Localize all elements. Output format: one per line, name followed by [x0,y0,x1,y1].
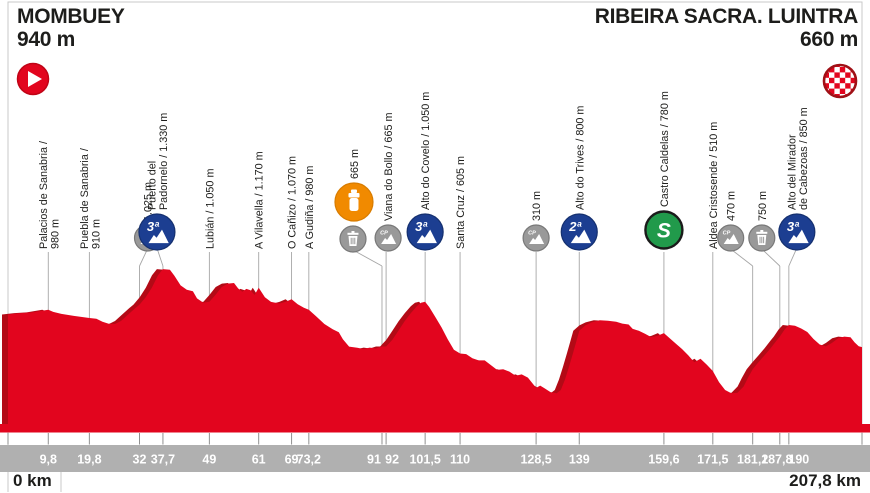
icon-connector-line [156,247,164,267]
km-tick-label: 159,6 [648,453,679,467]
marker-label: Aldea Cristosende / 510 m [708,122,720,249]
plot-frame [7,1,863,472]
km-tick-label: 101,5 [409,453,440,467]
start-altitude: 940 m [17,28,76,51]
profile-area [8,269,862,424]
svg-text:2ª: 2ª [568,219,582,234]
climb-cat3-icon: 3ª [406,213,444,251]
marker-label: Alto do Trives / 800 m [574,106,586,210]
km-tick-label: 61 [252,453,266,467]
finish-icon [822,63,858,99]
km-tick-label: 92 [385,453,399,467]
marker-label: 310 m [531,191,543,221]
pass-cp-icon: CP [374,224,402,252]
marker-label: A Gudiña / 980 m [304,166,316,249]
km-tick-label: 91 [367,453,381,467]
marker-label: Santa Cruz / 605 m [455,156,467,249]
ruler-gray-band [0,445,870,472]
svg-text:S: S [657,220,671,243]
icon-connector-line [730,248,753,267]
km-tick-label: 190 [788,453,809,467]
icon-connector-line [761,248,781,267]
pass-cp-icon: CP [522,224,550,252]
svg-text:CP: CP [528,231,536,237]
km-tick-label: 69 [285,453,299,467]
axis-end-label: 207,8 km [789,471,861,490]
km-tick-label: 37,7 [151,453,175,467]
finish-altitude: 660 m [799,28,858,51]
icon-connector-line [139,248,148,267]
km-tick-label: 128,5 [520,453,551,467]
svg-text:CP: CP [723,231,731,237]
marker-label: Viana do Bollo / 665 m [383,113,395,221]
km-tick-label: 9,8 [40,453,57,467]
start-header: MOMBUEY 940 m [17,5,125,51]
ruler-ticks [7,433,863,445]
marker-label: 665 m [349,149,361,179]
pass-cp-icon: CP [717,224,745,252]
km-tick-label: 110 [450,453,470,467]
icon-connector-line [788,247,798,267]
axis-start-label: 0 km [13,471,52,490]
climb-cat3-icon: 3ª [138,213,176,251]
km-tick-label: 19,8 [77,453,101,467]
marker-label: Puerto delPadornelo / 1.330 m [146,113,170,210]
start-town-name: MOMBUEY [17,5,125,28]
litter-zone-icon [748,224,776,252]
axis-corner-box [7,472,62,492]
km-tick-label: 32 [133,453,147,467]
marker-label: Castro Caldelas / 780 m [659,91,671,207]
marker-label: A Vilavella / 1.170 m [254,151,266,249]
svg-text:CP: CP [380,231,388,237]
km-tick-label: 139 [569,453,590,467]
feed-zone-icon [334,182,374,222]
svg-text:3ª: 3ª [787,219,800,234]
marker-label: Alto do Covelo / 1.050 m [420,92,432,210]
marker-label: Alto del Miradorde Cabezoas / 850 m [786,107,810,210]
marker-label: 470 m [726,191,738,221]
start-icon [16,62,50,96]
marker-label: O Cañizo / 1.070 m [287,156,299,249]
climb-cat2-icon: 2ª [560,213,598,251]
marker-label: Palacios de Sanabria /980 m [38,141,62,249]
marker-label: 1.025 m [143,182,155,221]
finish-header: RIBEIRA SACRA. LUINTRA 660 m [594,5,859,51]
marker-label: 750 m [757,191,769,221]
ruler-red-bar [0,424,870,433]
svg-text:3ª: 3ª [147,219,160,234]
svg-text:3ª: 3ª [415,219,428,234]
km-tick-label: 171,5 [697,453,728,467]
sprint-icon: S [644,210,684,250]
climb-cat3-icon: 3ª [778,213,816,251]
marker-label: Puebla de Sanabria /910 m [79,148,103,249]
marker-label: Lubián / 1.050 m [204,169,216,249]
km-tick-label: 187,8 [761,453,792,467]
km-tick-label: 181,2 [737,453,768,467]
km-tick-label: 49 [202,453,216,467]
icon-connector-line [352,249,383,267]
km-tick-label: 73,2 [297,453,321,467]
finish-town-name: RIBEIRA SACRA. LUINTRA [594,5,859,28]
litter-zone-icon [339,225,367,253]
